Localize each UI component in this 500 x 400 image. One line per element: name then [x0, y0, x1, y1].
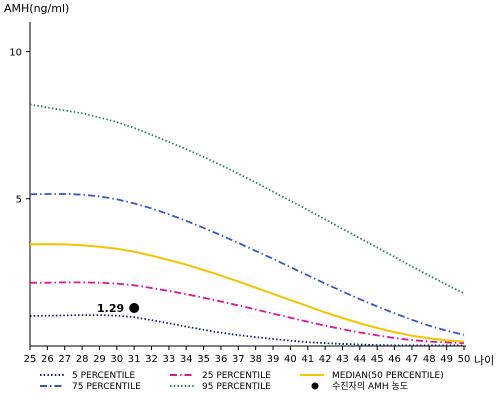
x-ticks: 25 26 27 28 29 30 31 32 33 34 35 36 37 38 39 40 41 42 43 44… — [24, 346, 471, 365]
x-tick-label: 41 — [301, 354, 314, 365]
x-tick-label: 34 — [180, 354, 193, 365]
x-tick-label: 40 — [284, 354, 297, 365]
y-axis-title: AMH(ng/ml) — [4, 2, 69, 15]
legend-label: 25 PERCENTILE — [202, 371, 271, 381]
legend-label: 75 PERCENTILE — [72, 382, 141, 392]
x-tick-label: 35 — [197, 354, 210, 365]
x-tick-label: 49 — [440, 354, 453, 365]
x-tick-label: 37 — [232, 354, 245, 365]
series-line-5-percentile — [29, 314, 464, 347]
y-ticks: 5 10 — [9, 47, 30, 206]
series-line-95-percentile — [29, 103, 465, 295]
x-tick-label: 47 — [406, 354, 419, 365]
y-tick-label: 10 — [9, 47, 22, 58]
legend-label: 95 PERCENTILE — [202, 382, 271, 392]
series-line-75-percentile — [29, 193, 465, 336]
x-tick-label: 31 — [128, 354, 141, 365]
x-tick-label: 45 — [371, 354, 384, 365]
x-tick-label: 46 — [388, 354, 401, 365]
legend-label: MEDIAN(50 PERCENTILE) — [332, 371, 444, 381]
x-tick-label: 29 — [93, 354, 106, 365]
x-tick-label: 30 — [110, 354, 123, 365]
patient-amh-value-label: 1.29 — [97, 302, 124, 315]
x-tick-label: 27 — [58, 354, 71, 365]
x-tick-label: 39 — [267, 354, 280, 365]
legend: 5 PERCENTILE 25 PERCENTILE MEDIAN(50 PERCE… — [40, 371, 444, 392]
x-tick-label: 44 — [353, 354, 366, 365]
legend-label: 수진자의 AMH 농도 — [332, 381, 408, 392]
x-tick-label: 32 — [145, 354, 158, 365]
y-tick-label: 5 — [16, 195, 22, 206]
x-tick-label: 26 — [41, 354, 54, 365]
x-tick-label: 33 — [163, 354, 176, 365]
x-axis-title: 나이 — [474, 354, 494, 367]
x-tick-label: 42 — [319, 354, 332, 365]
x-tick-label: 28 — [76, 354, 89, 365]
x-tick-label: 25 — [24, 354, 37, 365]
patient-marker: 1.29 — [97, 302, 140, 315]
series-line-median-50-percentile — [29, 243, 465, 343]
x-tick-label: 38 — [249, 354, 262, 365]
x-tick-label: 48 — [423, 354, 436, 365]
series-lines — [29, 103, 465, 347]
legend-marker-swatch — [311, 382, 319, 390]
x-tick-label: 36 — [215, 354, 228, 365]
legend-label: 5 PERCENTILE — [72, 371, 135, 381]
series-line-25-percentile — [30, 281, 465, 344]
patient-amh-point — [129, 303, 140, 314]
x-tick-label: 50 — [458, 354, 471, 365]
x-tick-label: 43 — [336, 354, 349, 365]
